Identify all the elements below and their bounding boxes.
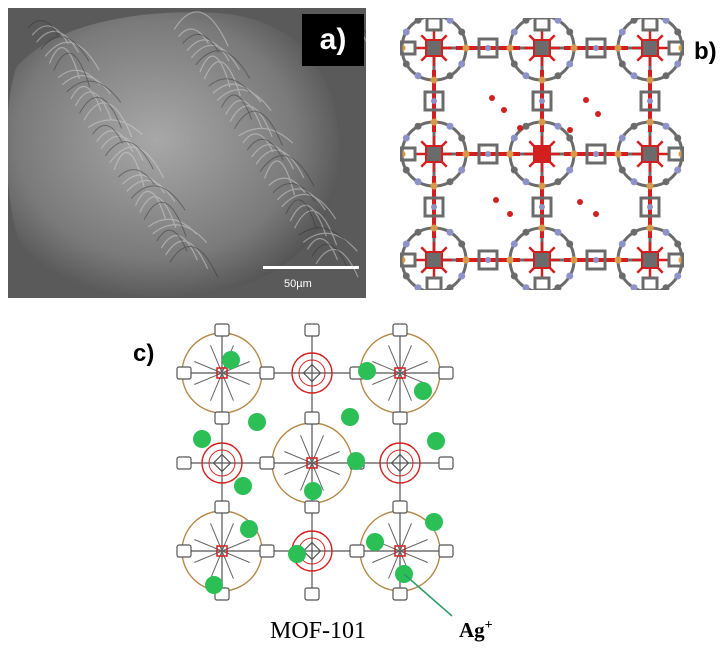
panel-a-label: a): [302, 14, 364, 66]
scale-bar-label: 50µm: [284, 278, 312, 290]
mof-caption: MOF-101: [270, 618, 367, 644]
cage-units: [398, 12, 686, 296]
panel-c-label: c): [133, 340, 155, 367]
ag-ion-charge: +: [484, 618, 493, 633]
schematic-linker-boxes: [176, 323, 454, 601]
schematic-cages: [181, 332, 441, 592]
panel-b-label: b): [694, 38, 717, 65]
scale-bar: [263, 266, 359, 269]
ag-ion-label: Ag+: [459, 618, 493, 643]
guest-oxygen-atoms: [489, 95, 601, 217]
mof-schematic-panel: [170, 318, 460, 610]
ag-ion-symbol: Ag: [459, 618, 485, 642]
linker-rings: [399, 16, 685, 292]
crystal-structure-diagram: [398, 12, 686, 296]
mof-schematic-diagram: [176, 323, 454, 601]
sem-micrograph-panel: a) 50µm: [8, 8, 366, 298]
crystal-structure-panel: [398, 12, 686, 296]
silver-ion-markers: [193, 351, 445, 594]
